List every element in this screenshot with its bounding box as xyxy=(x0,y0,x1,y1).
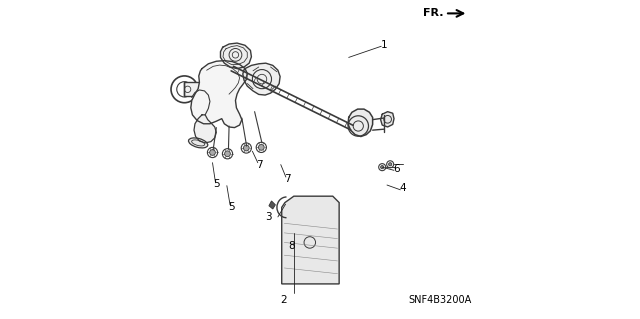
Text: 3: 3 xyxy=(266,212,272,222)
Polygon shape xyxy=(269,201,275,209)
Circle shape xyxy=(381,166,384,169)
Text: 8: 8 xyxy=(288,241,294,251)
Polygon shape xyxy=(282,196,339,284)
Text: 5: 5 xyxy=(213,179,220,189)
Text: 1: 1 xyxy=(381,40,387,50)
Text: FR.: FR. xyxy=(423,8,444,19)
Text: 7: 7 xyxy=(284,174,291,184)
Text: 4: 4 xyxy=(399,183,406,193)
Circle shape xyxy=(210,150,216,155)
Polygon shape xyxy=(194,115,216,143)
Circle shape xyxy=(243,145,249,151)
Polygon shape xyxy=(348,109,372,137)
Polygon shape xyxy=(381,112,394,127)
Polygon shape xyxy=(220,43,252,69)
Polygon shape xyxy=(243,63,280,95)
Ellipse shape xyxy=(189,138,208,148)
Text: 7: 7 xyxy=(256,160,262,170)
Circle shape xyxy=(225,151,230,157)
Text: SNF4B3200A: SNF4B3200A xyxy=(408,295,471,305)
Text: 5: 5 xyxy=(228,202,235,212)
Text: 2: 2 xyxy=(280,295,287,305)
FancyBboxPatch shape xyxy=(184,82,202,96)
Text: 6: 6 xyxy=(393,164,400,174)
Circle shape xyxy=(259,145,264,150)
Circle shape xyxy=(388,163,392,166)
Polygon shape xyxy=(191,61,247,128)
